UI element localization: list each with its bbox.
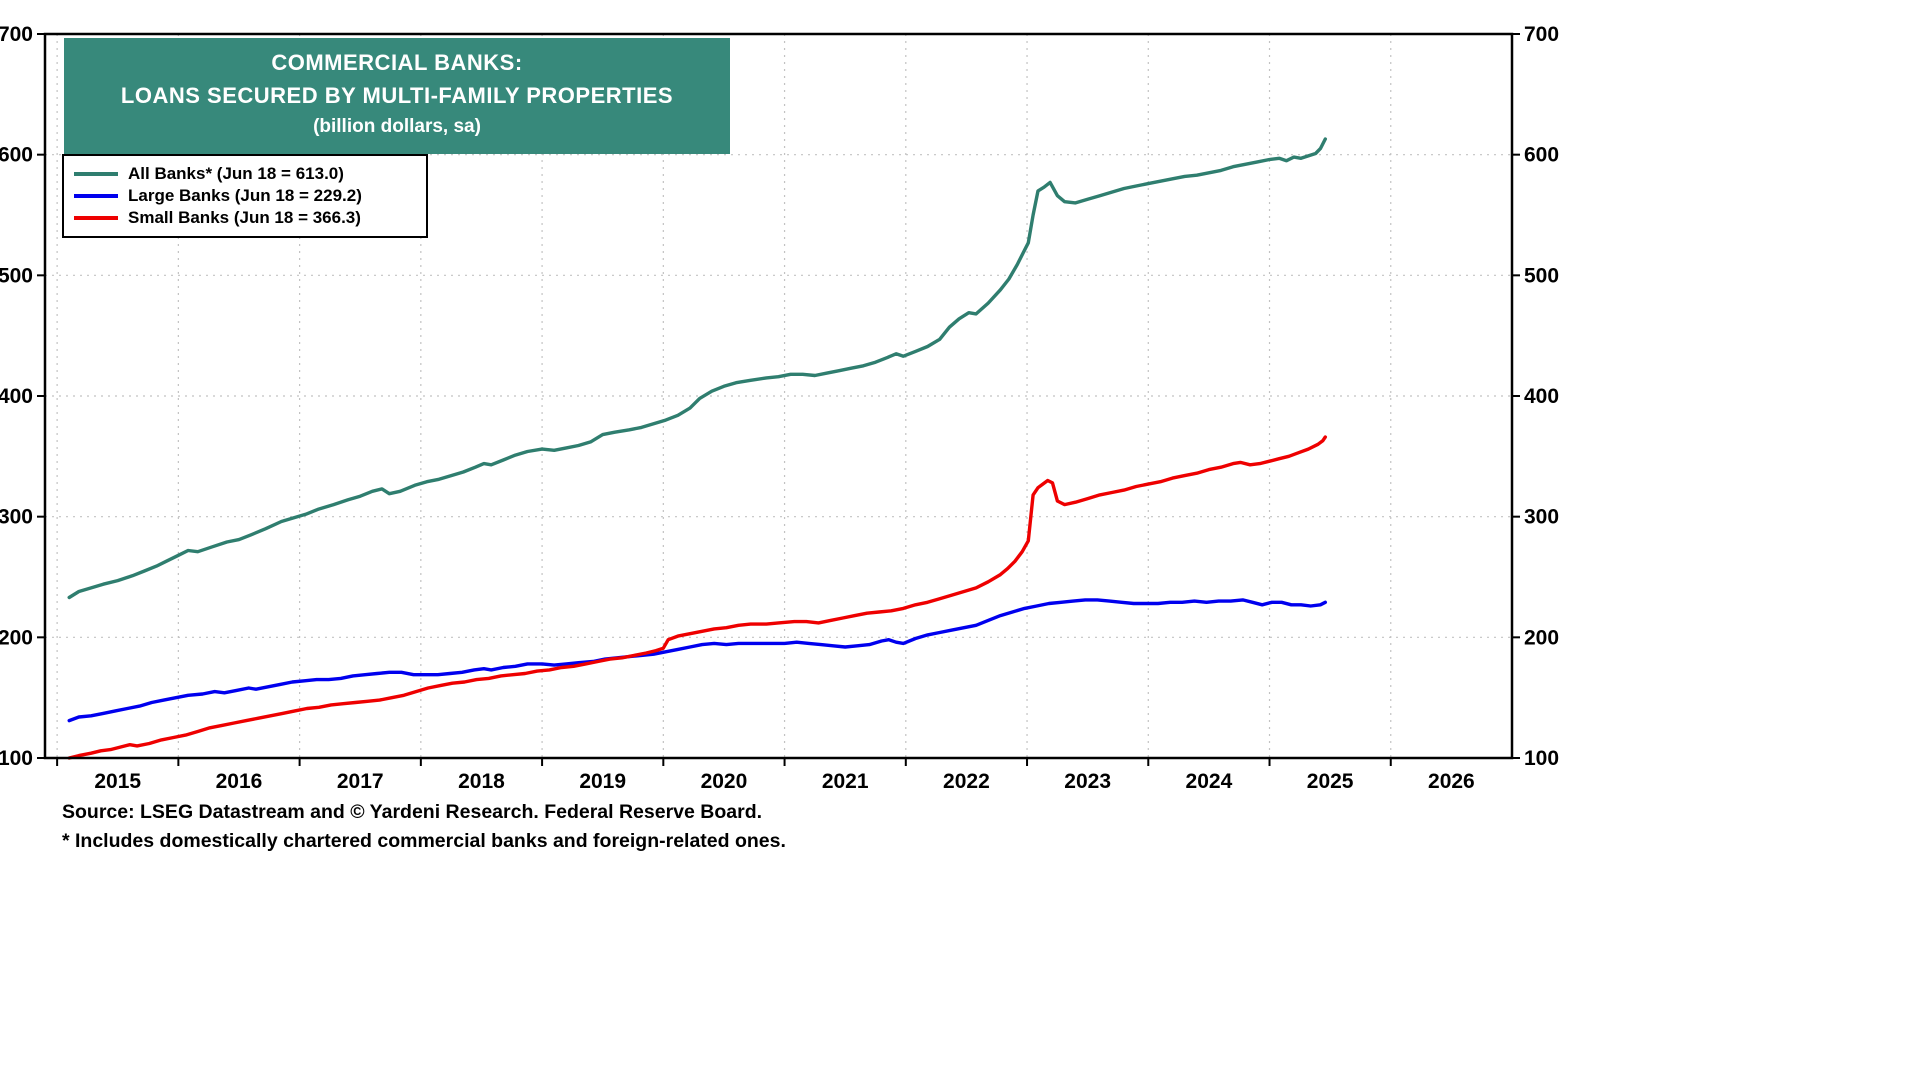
- footnote: * Includes domestically chartered commer…: [62, 830, 786, 852]
- legend-row-large-banks: Large Banks (Jun 18 = 229.2): [74, 185, 416, 207]
- svg-text:2021: 2021: [822, 770, 869, 793]
- svg-text:600: 600: [0, 144, 33, 167]
- large-banks-line-swatch: [74, 194, 118, 198]
- svg-text:2018: 2018: [458, 770, 505, 793]
- all-banks-line-swatch: [74, 172, 118, 176]
- chart-title-line-1: COMMERCIAL BANKS:: [271, 50, 523, 75]
- all-banks-legend-label: All Banks* (Jun 18 = 613.0): [128, 164, 344, 183]
- svg-text:300: 300: [1524, 506, 1559, 529]
- svg-text:2025: 2025: [1307, 770, 1354, 793]
- svg-text:2023: 2023: [1064, 770, 1111, 793]
- svg-text:200: 200: [0, 626, 33, 649]
- svg-text:500: 500: [0, 264, 33, 287]
- svg-text:700: 700: [1524, 23, 1559, 46]
- svg-text:700: 700: [0, 23, 33, 46]
- svg-text:2020: 2020: [701, 770, 748, 793]
- chart-title-box: COMMERCIAL BANKS: LOANS SECURED BY MULTI…: [64, 38, 730, 154]
- small-banks-line-swatch: [74, 216, 118, 220]
- svg-text:2026: 2026: [1428, 770, 1475, 793]
- svg-text:400: 400: [1524, 385, 1559, 408]
- chart-title-units: (billion dollars, sa): [313, 116, 481, 137]
- svg-text:2019: 2019: [579, 770, 626, 793]
- svg-text:100: 100: [0, 747, 33, 770]
- large-banks-legend-label: Large Banks (Jun 18 = 229.2): [128, 186, 362, 205]
- svg-text:2022: 2022: [943, 770, 990, 793]
- svg-text:2015: 2015: [94, 770, 141, 793]
- svg-text:400: 400: [0, 385, 33, 408]
- legend-row-small-banks: Small Banks (Jun 18 = 366.3): [74, 207, 416, 229]
- svg-text:200: 200: [1524, 626, 1559, 649]
- chart-title-line-2: LOANS SECURED BY MULTI-FAMILY PROPERTIES: [120, 83, 674, 108]
- svg-text:300: 300: [0, 506, 33, 529]
- legend: All Banks* (Jun 18 = 613.0) Large Banks …: [62, 154, 428, 238]
- svg-text:100: 100: [1524, 747, 1559, 770]
- small-banks-legend-label: Small Banks (Jun 18 = 366.3): [128, 208, 361, 227]
- svg-text:2017: 2017: [337, 770, 384, 793]
- svg-text:600: 600: [1524, 144, 1559, 167]
- svg-text:500: 500: [1524, 264, 1559, 287]
- svg-text:2024: 2024: [1186, 770, 1233, 793]
- legend-row-all-banks: All Banks* (Jun 18 = 613.0): [74, 163, 416, 185]
- svg-text:2016: 2016: [216, 770, 263, 793]
- source-attribution: Source: LSEG Datastream and © Yardeni Re…: [62, 801, 763, 823]
